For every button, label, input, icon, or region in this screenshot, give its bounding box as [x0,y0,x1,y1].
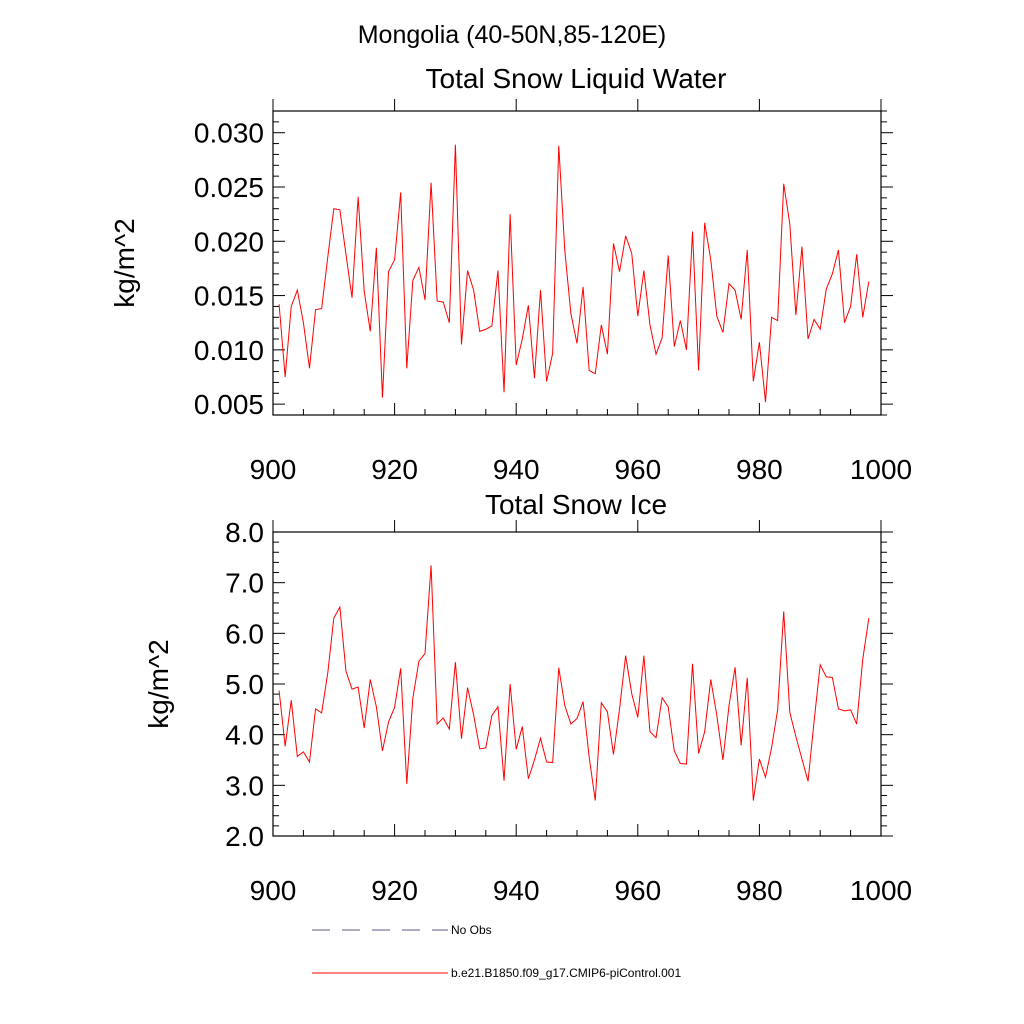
x-tick-label: 980 [736,875,783,906]
x-tick-label: 960 [614,875,661,906]
y-tick-label: 0.020 [194,226,264,257]
x-tick-label: 980 [736,454,783,485]
y-tick-label: 0.015 [194,281,264,312]
y-tick-label: 7.0 [225,568,264,599]
plot-frame [272,531,882,837]
y-tick-label: 6.0 [225,618,264,649]
panel-total-snow-liquid-water: Total Snow Liquid Water kg/m^2 900 920 940… [109,63,912,485]
x-tick-label: 940 [493,454,540,485]
panel-total-snow-ice: Total Snow Ice kg/m^2 900 920 940 960 980 100… [143,489,912,906]
main-title: Mongolia (40-50N,85-120E) [358,21,667,49]
x-tick-label: 900 [250,454,297,485]
y-tick-label: 8.0 [225,517,264,548]
series-line [278,565,870,801]
panel-title: Total Snow Ice [485,489,667,520]
plot-frame [272,110,882,416]
legend-label-model: b.e21.B1850.f09_g17.CMIP6-piControl.001 [451,966,681,980]
series-line [278,144,870,403]
legend: No Obs b.e21.B1850.f09_g17.CMIP6-piContr… [312,923,681,980]
x-tick-label: 900 [250,875,297,906]
y-axis-label: kg/m^2 [143,639,174,728]
y-tick-label: 0.005 [194,389,264,420]
x-tick-label: 1000 [850,875,912,906]
y-tick-label: 4.0 [225,720,264,751]
y-tick-label: 3.0 [225,770,264,801]
x-tick-label: 920 [371,454,418,485]
y-tick-label: 0.010 [194,335,264,366]
legend-label-obs: No Obs [451,923,492,937]
x-tick-label: 1000 [850,454,912,485]
panel-title: Total Snow Liquid Water [426,63,727,94]
x-tick-label: 960 [614,454,661,485]
x-tick-label: 920 [371,875,418,906]
y-tick-label: 5.0 [225,669,264,700]
y-tick-label: 0.025 [194,172,264,203]
y-axis-label: kg/m^2 [109,218,140,307]
y-tick-label: 2.0 [225,821,264,852]
y-tick-label: 0.030 [194,118,264,149]
x-tick-label: 940 [493,875,540,906]
